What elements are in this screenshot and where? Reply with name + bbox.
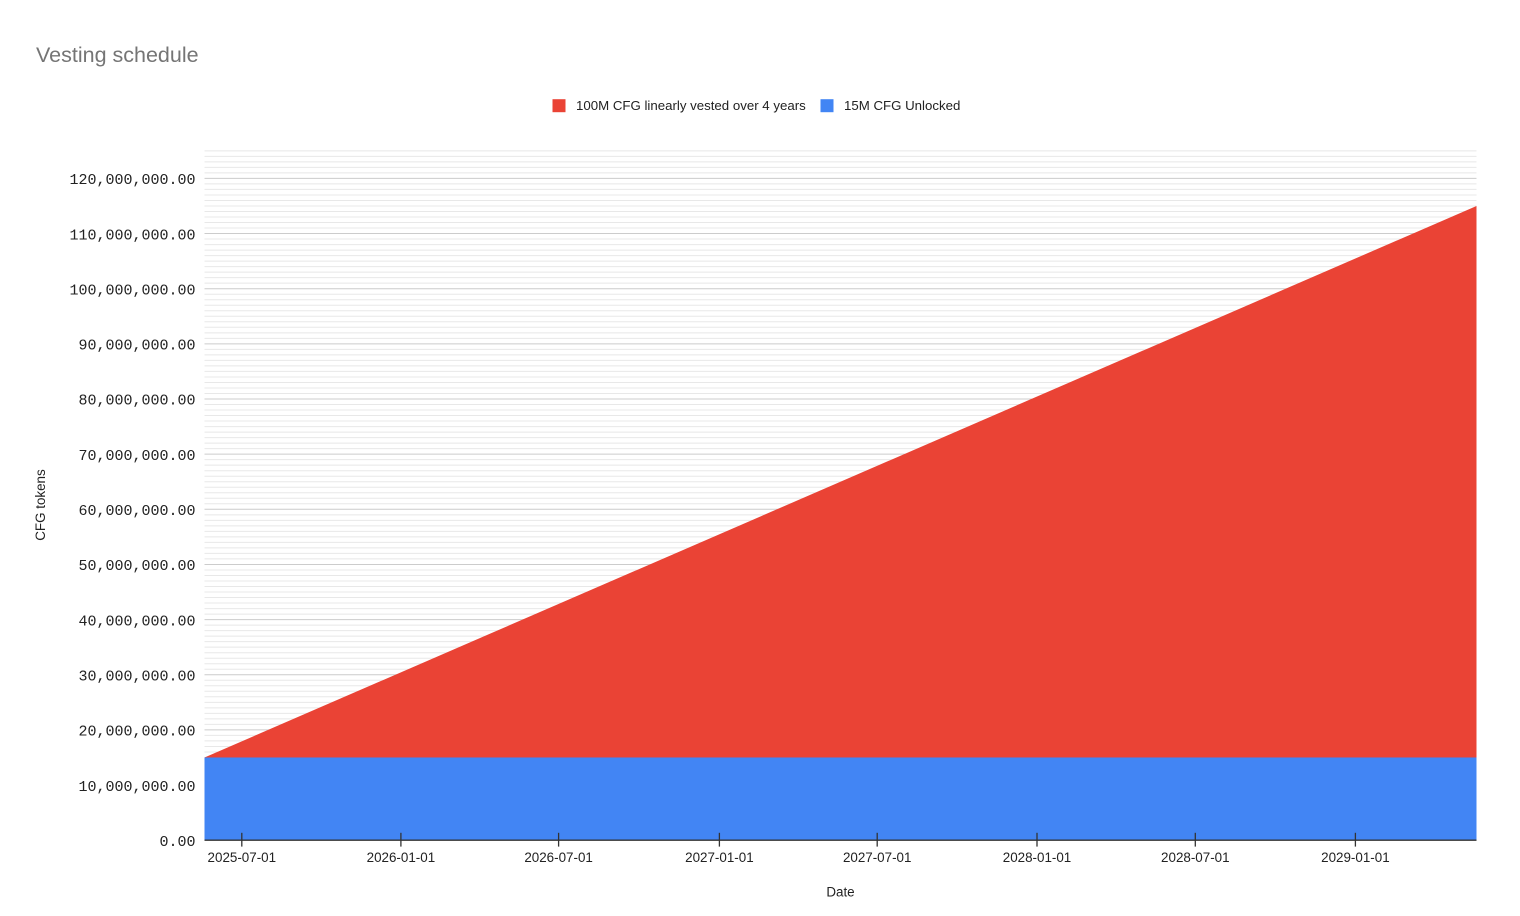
- svg-text:10,000,000.00: 10,000,000.00: [78, 779, 195, 796]
- svg-text:80,000,000.00: 80,000,000.00: [78, 393, 195, 410]
- svg-text:15M CFG Unlocked: 15M CFG Unlocked: [844, 98, 960, 113]
- svg-text:50,000,000.00: 50,000,000.00: [78, 558, 195, 575]
- svg-text:40,000,000.00: 40,000,000.00: [78, 613, 195, 630]
- svg-text:20,000,000.00: 20,000,000.00: [78, 724, 195, 741]
- svg-text:100,000,000.00: 100,000,000.00: [69, 282, 195, 299]
- svg-text:2026-07-01: 2026-07-01: [524, 850, 593, 865]
- svg-text:90,000,000.00: 90,000,000.00: [78, 338, 195, 355]
- svg-text:0.00: 0.00: [159, 834, 195, 851]
- svg-text:60,000,000.00: 60,000,000.00: [78, 503, 195, 520]
- svg-text:2026-01-01: 2026-01-01: [367, 850, 436, 865]
- svg-text:70,000,000.00: 70,000,000.00: [78, 448, 195, 465]
- svg-text:2027-07-01: 2027-07-01: [843, 850, 912, 865]
- svg-text:Date: Date: [826, 885, 854, 900]
- svg-text:120,000,000.00: 120,000,000.00: [69, 172, 195, 189]
- svg-text:100M CFG linearly vested over: 100M CFG linearly vested over 4 years: [576, 98, 806, 113]
- svg-text:30,000,000.00: 30,000,000.00: [78, 668, 195, 685]
- svg-text:Vesting schedule: Vesting schedule: [36, 43, 199, 67]
- svg-text:CFG tokens: CFG tokens: [33, 469, 48, 541]
- svg-text:2029-01-01: 2029-01-01: [1321, 850, 1390, 865]
- svg-text:110,000,000.00: 110,000,000.00: [69, 227, 195, 244]
- svg-text:2027-01-01: 2027-01-01: [685, 850, 754, 865]
- svg-text:2028-07-01: 2028-07-01: [1161, 850, 1230, 865]
- svg-text:2028-01-01: 2028-01-01: [1003, 850, 1072, 865]
- svg-text:2025-07-01: 2025-07-01: [208, 850, 277, 865]
